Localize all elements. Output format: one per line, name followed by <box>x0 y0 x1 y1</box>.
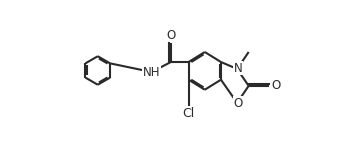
Text: NH: NH <box>143 66 161 79</box>
Text: N: N <box>234 62 242 75</box>
Text: O: O <box>233 97 242 110</box>
Text: O: O <box>166 29 176 42</box>
Text: Cl: Cl <box>183 107 195 120</box>
Text: O: O <box>271 79 280 92</box>
